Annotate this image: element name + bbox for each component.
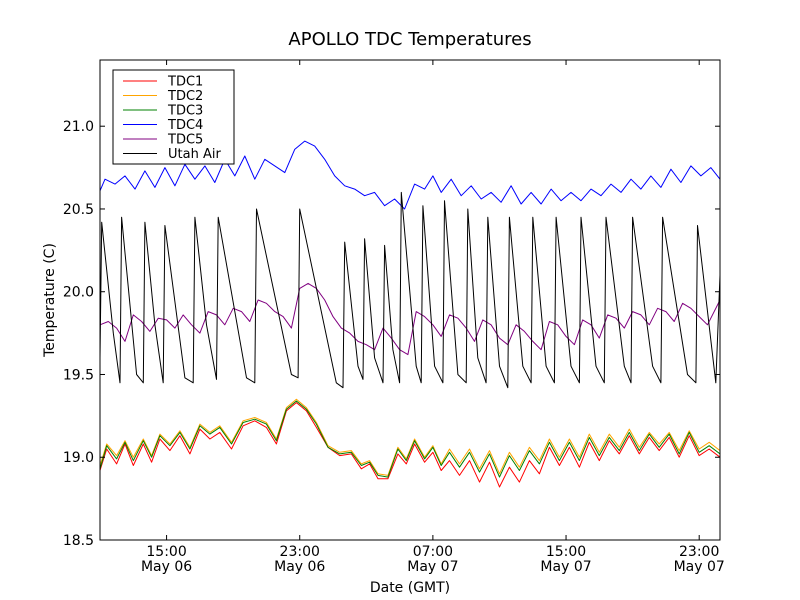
y-tick-label: 19.0 bbox=[63, 450, 94, 466]
y-tick-label: 21.0 bbox=[63, 119, 94, 135]
x-tick-label-time: 15:00 bbox=[146, 544, 186, 560]
x-tick-label-date: May 07 bbox=[407, 559, 458, 575]
x-tick-label-time: 07:00 bbox=[413, 544, 453, 560]
y-tick-label: 18.5 bbox=[63, 533, 94, 549]
series-line-tdc1 bbox=[99, 402, 721, 488]
plot-frame bbox=[99, 59, 721, 541]
y-tick-label: 20.5 bbox=[63, 202, 94, 218]
x-tick-label-time: 15:00 bbox=[546, 544, 586, 560]
y-axis-label: Temperature (C) bbox=[42, 243, 58, 358]
legend-label-tdc5: TDC5 bbox=[167, 133, 203, 148]
x-tick-label-date: May 07 bbox=[540, 559, 591, 575]
x-axis-label: Date (GMT) bbox=[370, 580, 450, 596]
legend-label-tdc4: TDC4 bbox=[167, 118, 203, 133]
series-line-tdc2 bbox=[99, 398, 721, 476]
x-tick-label-date: May 06 bbox=[141, 559, 192, 575]
chart-title: APOLLO TDC Temperatures bbox=[288, 29, 531, 50]
series-layer bbox=[99, 140, 721, 488]
y-tick-label: 19.5 bbox=[63, 367, 94, 383]
x-tick-label-time: 23:00 bbox=[679, 544, 719, 560]
series-line-tdc5 bbox=[99, 282, 721, 356]
series-line-utah-air bbox=[99, 191, 721, 389]
legend-label-tdc2: TDC2 bbox=[167, 89, 203, 104]
legend-label-utah-air: Utah Air bbox=[168, 147, 221, 162]
legend-label-tdc3: TDC3 bbox=[167, 104, 203, 119]
legend-box bbox=[112, 69, 235, 165]
x-tick-label-time: 23:00 bbox=[280, 544, 320, 560]
series-line-tdc3 bbox=[99, 400, 721, 478]
series-line-tdc4 bbox=[99, 140, 721, 210]
y-tick-label: 20.0 bbox=[63, 285, 94, 301]
legend-label-tdc1: TDC1 bbox=[167, 75, 203, 90]
x-tick-label-date: May 06 bbox=[274, 559, 325, 575]
x-tick-label-date: May 07 bbox=[674, 559, 725, 575]
